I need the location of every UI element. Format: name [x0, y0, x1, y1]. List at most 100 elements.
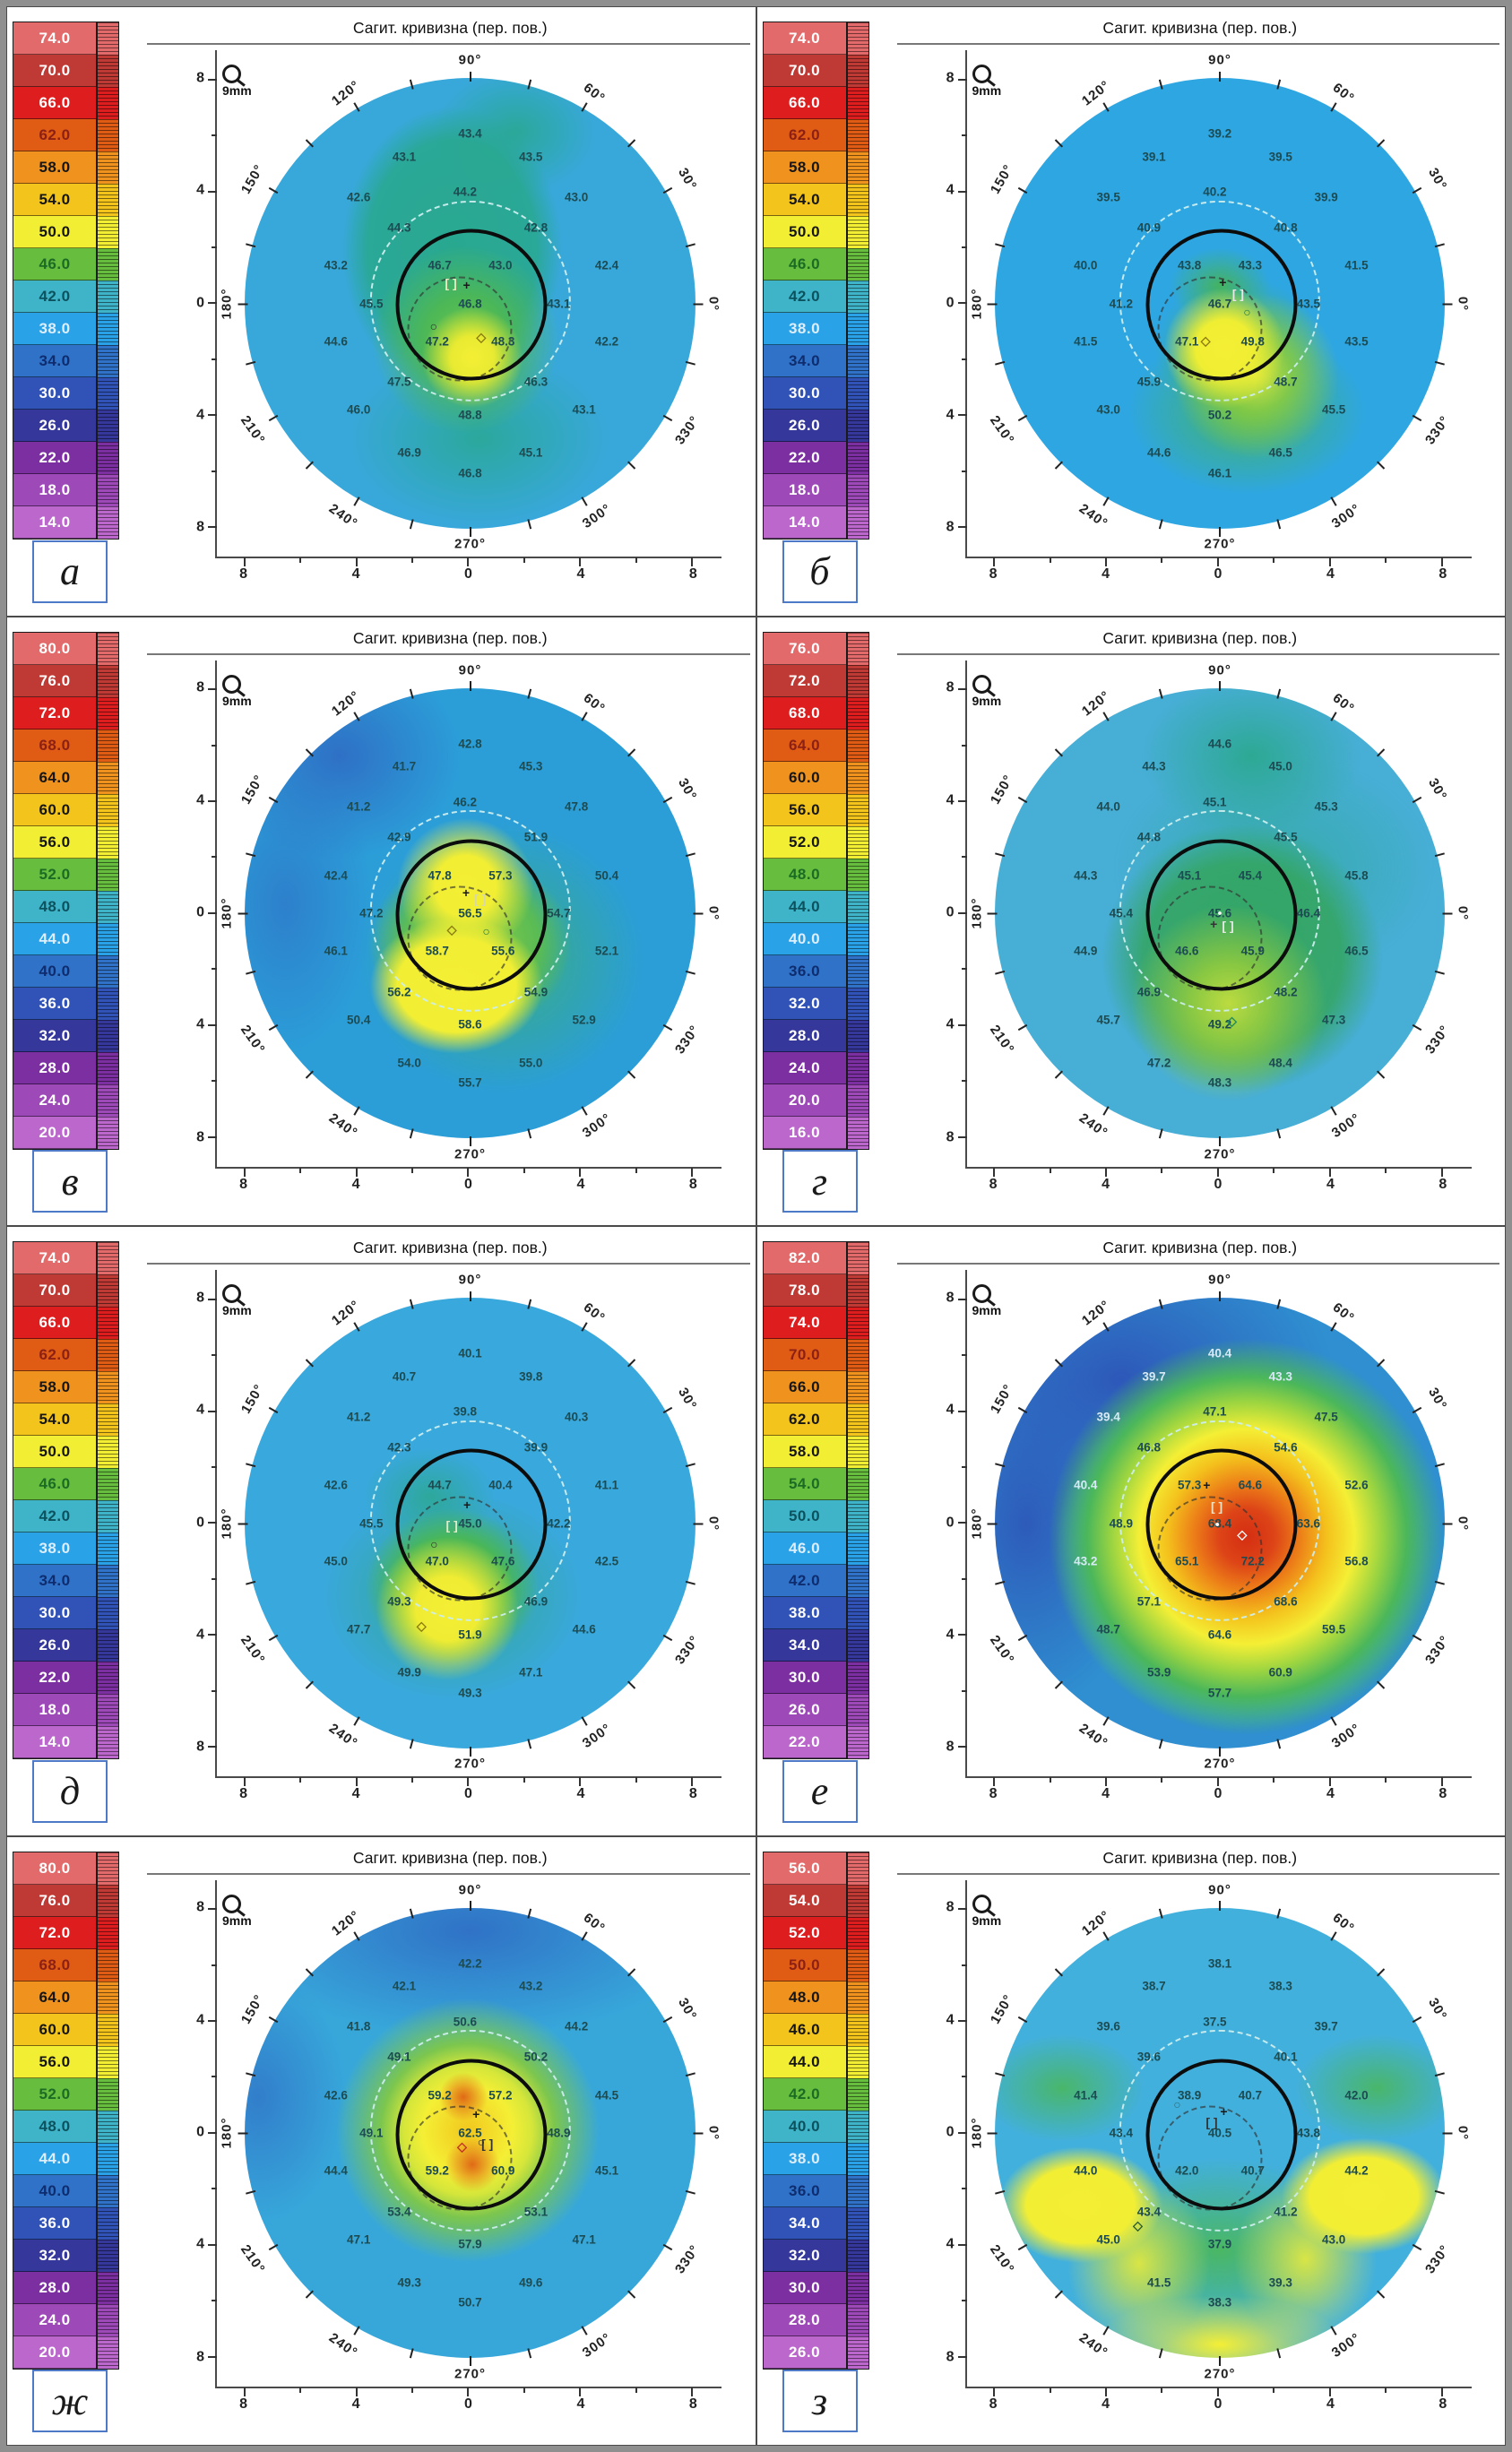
curvature-value: 44.2	[1344, 2163, 1369, 2178]
curvature-value: 41.5	[1074, 334, 1098, 349]
x-axis-tick-label: 8	[1439, 1176, 1447, 1192]
curvature-value: 46.1	[324, 944, 348, 958]
scale-value: 48.0	[13, 2110, 96, 2143]
x-axis-tick-label: 8	[688, 566, 697, 582]
scale-value: 24.0	[13, 2303, 96, 2336]
scale-value: 26.0	[13, 410, 96, 442]
title-rule	[896, 652, 1499, 655]
curvature-value: 42.3	[387, 1440, 411, 1455]
map-marker: ○	[1173, 2097, 1181, 2112]
y-axis-tick-label: 8	[196, 519, 204, 535]
x-axis: 8 4 0 4 8	[964, 1166, 1472, 1204]
scale-value: 72.0	[763, 664, 846, 697]
y-axis-tick-label: 4	[946, 1017, 955, 1033]
angle-label: 60°	[580, 80, 609, 107]
curvature-value: 48.7	[1274, 375, 1298, 389]
y-axis-tick-label: 4	[196, 2237, 204, 2253]
curvature-value: 41.2	[347, 799, 371, 814]
map-marker: [ ]	[474, 892, 487, 907]
topography-map: 9mm 44.6 44.3 45.0 44.0 45.1 45.3 44.8 45.5 44.3…	[967, 660, 1473, 1167]
curvature-field	[245, 1298, 696, 1748]
x-axis-tick-label: 0	[1214, 566, 1223, 582]
color-scale-values: 74.0 70.0 66.0 62.0 58.0 54.0 50.0 46.0 42.0 38.0…	[13, 1241, 97, 1759]
topography-panel-zh: 80.0 76.0 72.0 68.0 64.0 60.0 56.0 52.0 48.0 44.0…	[6, 1835, 756, 2446]
curvature-value: 37.9	[1207, 2237, 1232, 2251]
angle-label: 180°	[969, 2117, 985, 2149]
map-marker: +	[462, 277, 471, 292]
scale-value: 66.0	[763, 1371, 846, 1403]
y-axis-tick-label: 0	[946, 1515, 955, 1531]
curvature-value: 41.4	[1074, 2088, 1098, 2102]
angle-label: 60°	[1330, 1909, 1358, 1937]
curvature-value: 49.9	[397, 1665, 421, 1679]
angle-label: 210°	[987, 1023, 1018, 1058]
y-axis: 8 4 0 4 8	[926, 1270, 967, 1776]
color-scale-values: 74.0 70.0 66.0 62.0 58.0 54.0 50.0 46.0 42.0 38.0…	[762, 22, 847, 540]
y-axis-tick-label: 8	[946, 1290, 955, 1306]
angle-label: 240°	[1076, 2330, 1110, 2361]
zoom-tool: 9mm	[972, 1894, 1001, 1930]
scale-value: 42.0	[763, 2077, 846, 2111]
scale-value: 20.0	[13, 2335, 96, 2369]
x-axis-tick-label: 4	[1102, 2396, 1110, 2412]
angle-label: 150°	[238, 772, 267, 807]
curvature-value: 57.2	[488, 2088, 513, 2102]
x-axis: 8 4 0 4 8	[215, 2386, 721, 2424]
scale-value: 50.0	[13, 216, 96, 248]
magnifier-icon	[222, 1284, 241, 1303]
scale-value: 54.0	[13, 184, 96, 216]
scale-value: 62.0	[13, 119, 96, 151]
curvature-value: 43.5	[1296, 297, 1321, 310]
outer-dashed-circle	[1119, 200, 1321, 401]
curvature-value: 38.3	[1268, 1979, 1292, 1993]
panel-label: а	[32, 540, 108, 603]
scale-value: 22.0	[13, 1662, 96, 1694]
curvature-value: 53.9	[1147, 1665, 1171, 1679]
map-marker: [ ]	[445, 275, 457, 290]
map-marker: ◇	[1227, 1013, 1237, 1028]
x-axis-tick-label: 0	[1214, 1176, 1223, 1192]
scale-value: 26.0	[763, 410, 846, 442]
angle-label: 180°	[969, 287, 985, 320]
curvature-value: 48.2	[1274, 985, 1298, 999]
title-rule	[147, 1263, 750, 1265]
scale-value: 18.0	[13, 474, 96, 506]
zone-circle	[395, 229, 548, 381]
map-marker: ◇	[476, 329, 487, 344]
zoom-tool: 9mm	[972, 1284, 1001, 1319]
map-overlay: 38.1 38.7 38.3 39.6 37.5 39.7 39.6 40.1 41.4 38.9…	[967, 1880, 1473, 2387]
angle-label: 240°	[326, 1110, 361, 1142]
curvature-value: 41.8	[347, 2019, 371, 2033]
curvature-value: 54.6	[1274, 1440, 1298, 1455]
map-marker: ○	[429, 319, 438, 334]
scale-value: 30.0	[13, 1597, 96, 1629]
y-axis-tick-label: 4	[196, 2012, 204, 2028]
curvature-value: 40.2	[1203, 185, 1227, 199]
scale-value: 80.0	[13, 632, 96, 665]
panel-letter: г	[811, 1159, 828, 1204]
color-scale-fine-bar	[97, 1241, 119, 1759]
curvature-value: 42.6	[324, 2088, 348, 2102]
scale-value: 26.0	[763, 2335, 846, 2369]
scale-value: 14.0	[763, 506, 846, 539]
curvature-value: 52.9	[572, 1013, 596, 1027]
curvature-value: 45.9	[1240, 944, 1265, 958]
curvature-value: 39.4	[1096, 1410, 1120, 1424]
angle-label: 240°	[1076, 1720, 1110, 1751]
curvature-value: 59.2	[428, 2088, 452, 2102]
curvature-value: 43.0	[488, 258, 513, 272]
scale-value: 24.0	[13, 1084, 96, 1117]
curvature-value: 40.5	[1207, 2126, 1232, 2140]
color-scale: 80.0 76.0 72.0 68.0 64.0 60.0 56.0 52.0 48.0 44.0…	[13, 631, 147, 1150]
scale-value: 68.0	[13, 1948, 96, 1981]
x-axis-tick-label: 8	[989, 1176, 998, 1192]
scale-value: 40.0	[13, 954, 96, 988]
scale-value: 32.0	[763, 987, 846, 1020]
curvature-value: 47.3	[1321, 1013, 1346, 1027]
scale-value: 58.0	[763, 151, 846, 184]
angle-label: 150°	[238, 1381, 267, 1417]
x-axis-tick-label: 4	[576, 1786, 585, 1801]
curvature-value: 52.1	[594, 944, 619, 958]
x-axis-tick-label: 8	[239, 1786, 248, 1801]
